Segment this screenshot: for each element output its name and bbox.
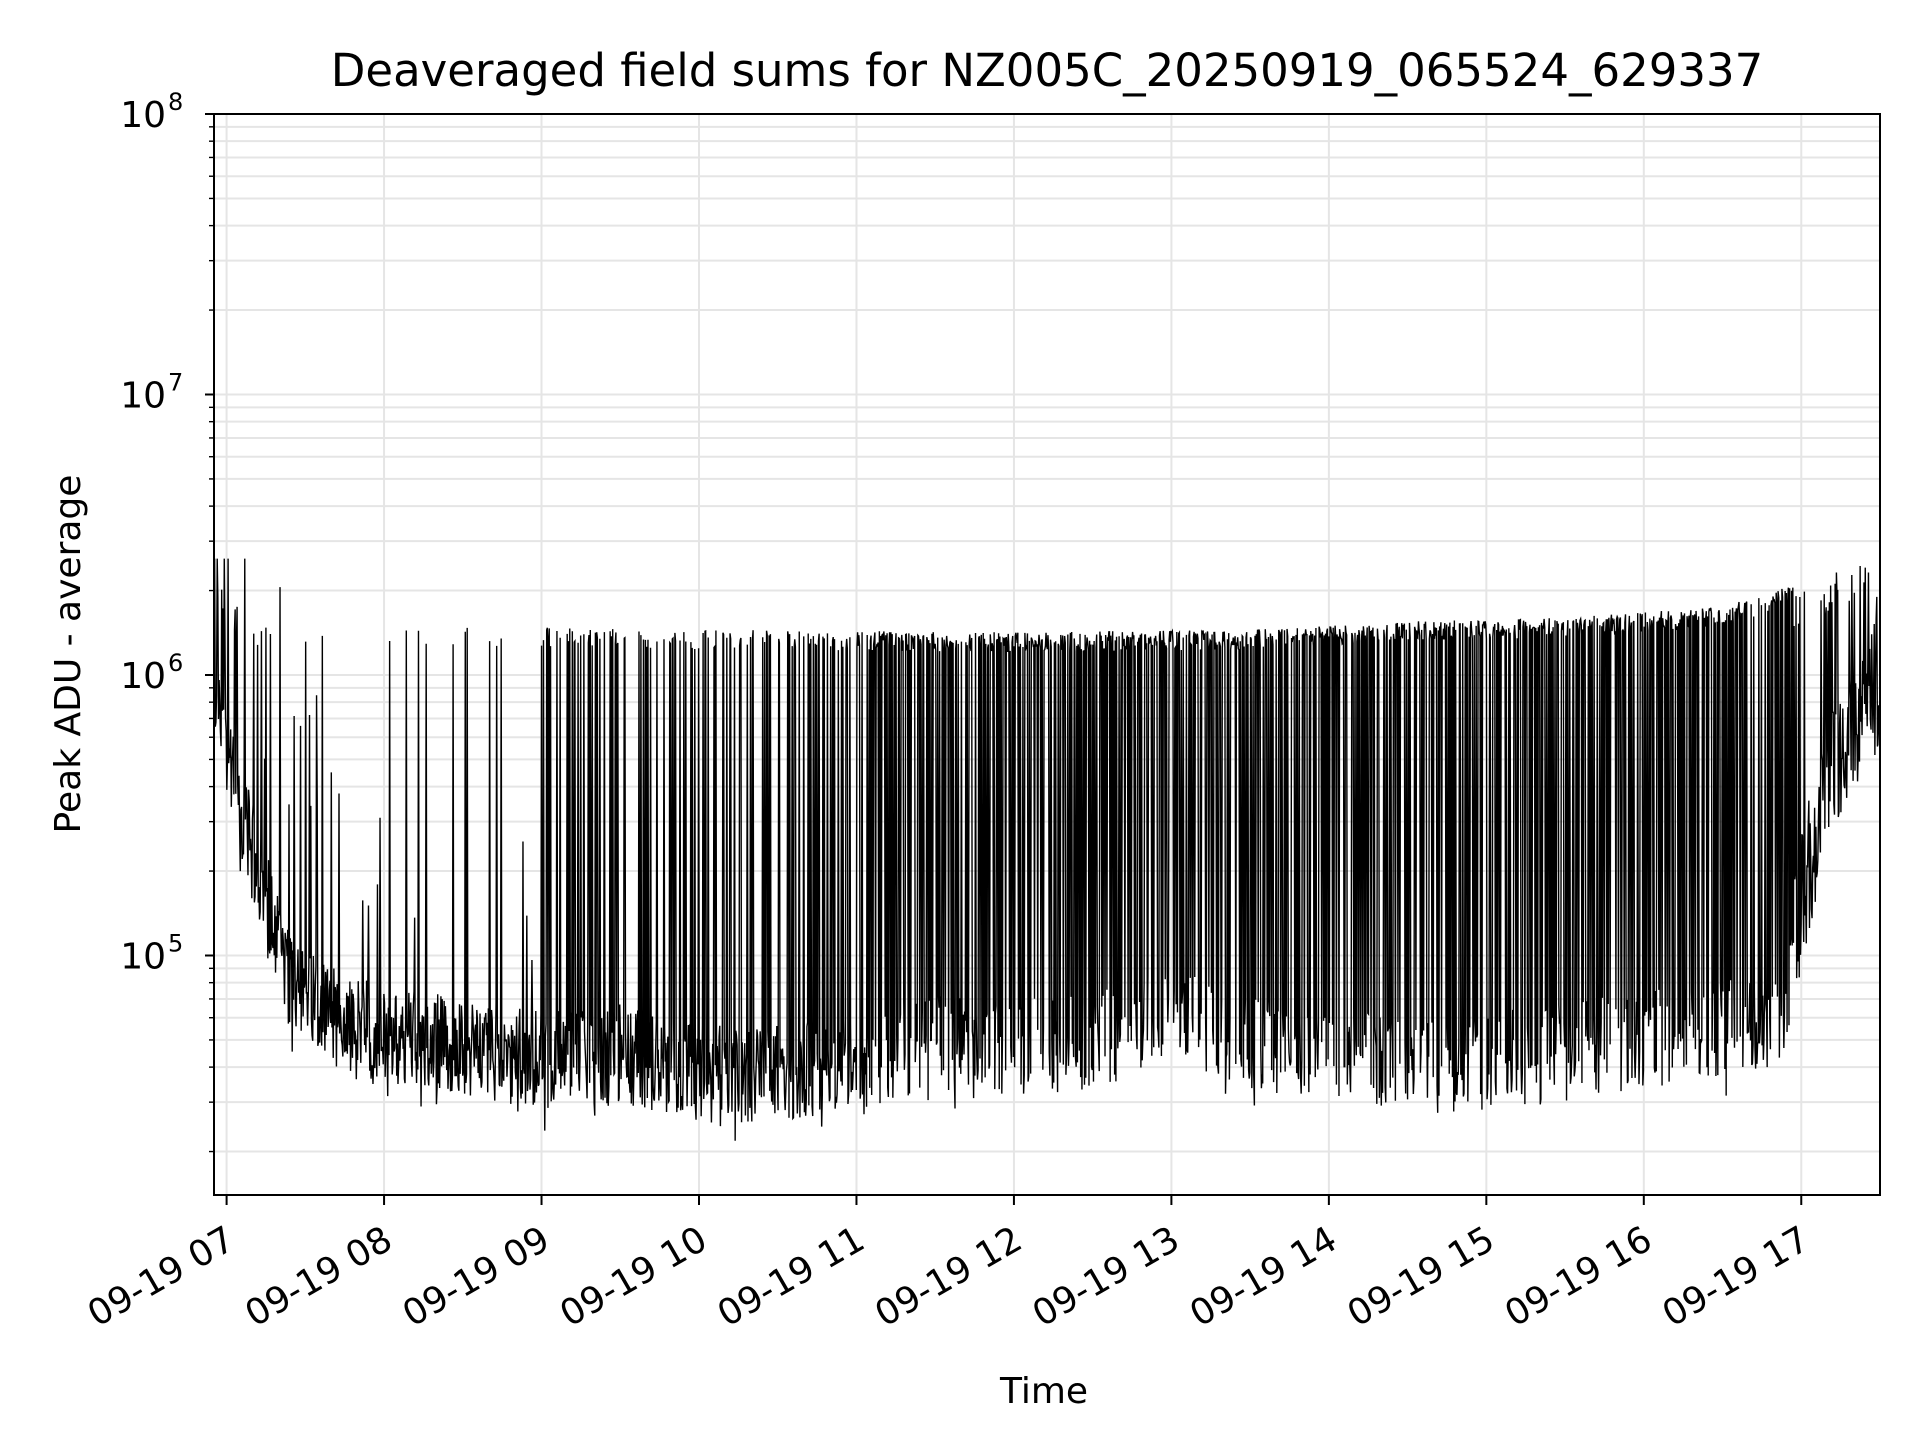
y-tick-label-exponent: 7 [168,368,183,396]
series-line [214,558,1880,1141]
y-tick-label-base: 10 [120,936,166,977]
y-tick-label-base: 10 [120,95,166,136]
chart-title: Deaveraged field sums for NZ005C_2025091… [331,44,1763,97]
y-tick-label-exponent: 8 [168,88,183,116]
y-tick-label-base: 10 [120,375,166,416]
plot-frame [213,113,1881,1196]
y-tick-label-exponent: 5 [168,929,183,957]
x-axis-label: Time [999,1371,1088,1412]
y-tick-label-exponent: 6 [168,649,183,677]
y-axis-label: Peak ADU - average [48,475,89,834]
y-tick-label-base: 10 [120,656,166,697]
